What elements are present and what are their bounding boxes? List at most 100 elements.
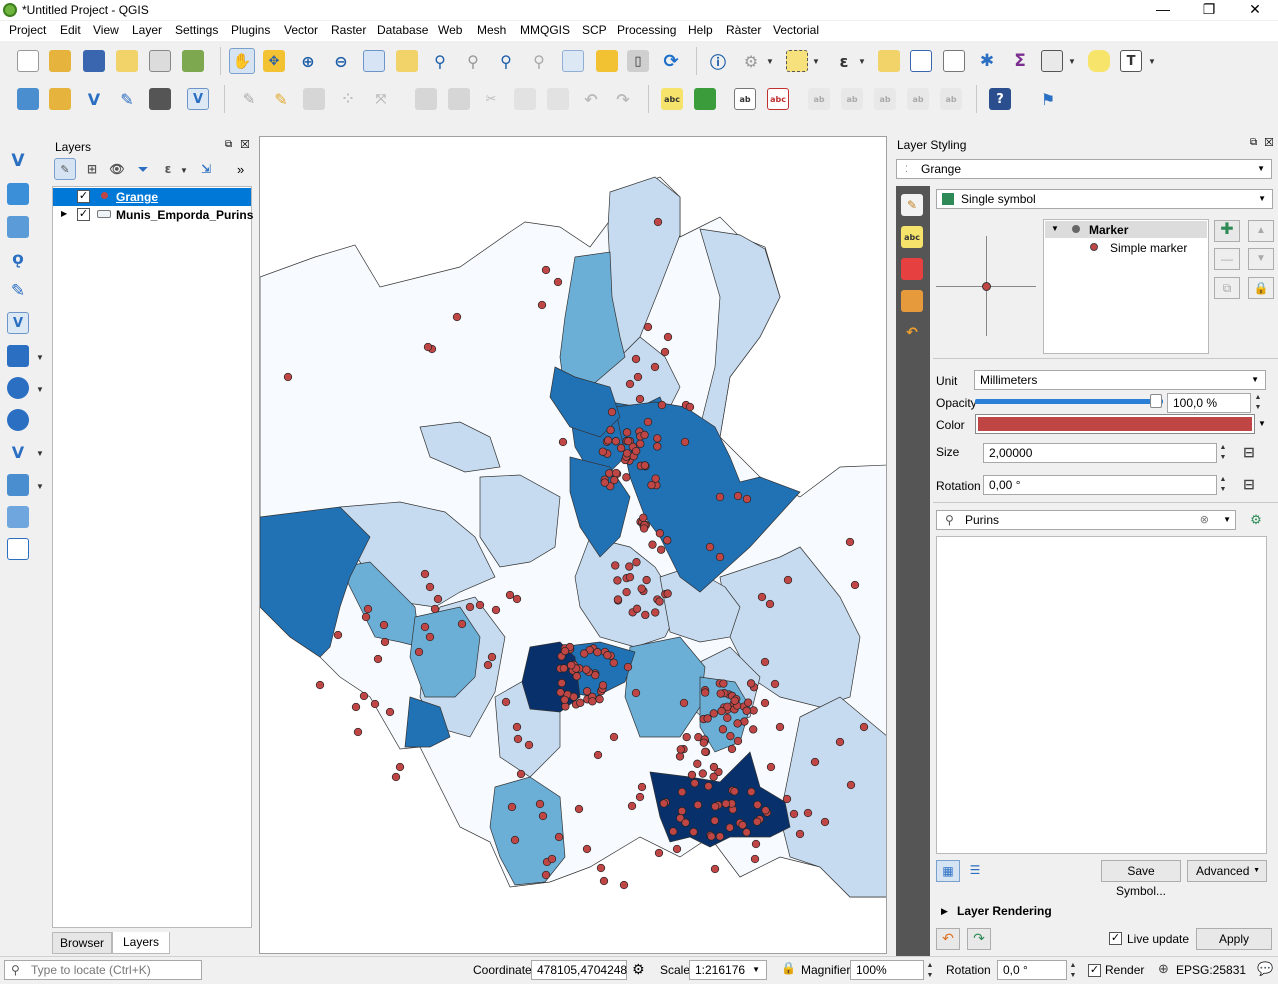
pan-hand-icon[interactable]: ✋	[229, 48, 255, 74]
statistical-summary-table-icon[interactable]	[943, 50, 965, 72]
filter-expression-icon[interactable]: ε	[164, 162, 172, 176]
menu-help[interactable]: Help	[688, 23, 713, 37]
layer-labeling-icon[interactable]: abc	[661, 88, 683, 110]
apply-button[interactable]: Apply	[1196, 928, 1272, 950]
crs-globe-icon[interactable]: ⊕	[1158, 961, 1169, 976]
add-postgis-layer-icon[interactable]	[7, 345, 29, 367]
symbology-brush-icon[interactable]: ✎	[901, 194, 923, 216]
new-bookmark-icon[interactable]	[596, 50, 618, 72]
new-shapefile-layer-icon[interactable]: V	[87, 89, 101, 109]
new-geopackage-layer-icon[interactable]	[49, 88, 71, 110]
virtual-layer-icon[interactable]: V	[187, 88, 209, 110]
zoom-to-layer-icon[interactable]: ⚲	[434, 51, 446, 71]
save-symbol-button[interactable]: Save Symbol...	[1101, 860, 1181, 898]
3d-view-tab-icon[interactable]	[901, 290, 923, 312]
menu-database[interactable]: Database	[377, 23, 429, 37]
menu-layer[interactable]: Layer	[132, 23, 163, 37]
pan-to-selection-icon[interactable]: ✥	[263, 50, 285, 72]
refresh-icon[interactable]: ⟳	[663, 50, 679, 72]
close-button[interactable]: ✕	[1249, 1, 1261, 17]
icon-view-button[interactable]: ▦	[936, 860, 960, 882]
chevron-down-icon[interactable]: ▼	[766, 57, 774, 66]
menu-raster-ca[interactable]: Ràster	[726, 23, 762, 37]
style-manager-icon[interactable]: ⚙	[1250, 512, 1262, 528]
statistical-summary-icon[interactable]: Σ	[1014, 51, 1026, 71]
chevron-down-icon[interactable]: ▼	[812, 57, 820, 66]
add-oracle-layer-icon[interactable]	[7, 474, 29, 496]
menu-edit[interactable]: Edit	[60, 23, 81, 37]
layer-visibility-checkbox[interactable]: ✓	[77, 208, 90, 221]
chevron-down-icon[interactable]: ▼	[1223, 515, 1231, 524]
menu-vectorial[interactable]: Vectorial	[773, 23, 820, 37]
crs-value[interactable]: EPSG:25831	[1176, 963, 1247, 977]
maximize-button[interactable]: ❐	[1202, 1, 1216, 17]
measure-line-icon[interactable]	[1041, 50, 1063, 72]
toggle-extents-icon[interactable]: ⚙	[632, 961, 645, 977]
coordinate-input[interactable]: 478105,4704248	[531, 960, 627, 980]
rotation-spinner[interactable]: ▲ ▼	[1069, 962, 1077, 979]
help-contents-icon[interactable]: ?	[989, 88, 1011, 110]
add-mesh-layer-icon[interactable]	[7, 216, 29, 238]
layer-diagram-icon[interactable]	[694, 88, 716, 110]
messages-icon[interactable]: 💬	[1257, 961, 1274, 976]
zoom-to-selection-icon[interactable]	[396, 50, 418, 72]
choropleth-map[interactable]	[260, 137, 887, 954]
menu-view[interactable]: View	[93, 23, 119, 37]
magnifier-spinner[interactable]: ▲ ▼	[926, 962, 934, 979]
float-panel-icon[interactable]: ⧉	[225, 139, 233, 150]
layer-item-grange[interactable]: ✓ Grange	[53, 188, 251, 206]
scp-plugin-icon[interactable]: ⚑	[1040, 89, 1056, 109]
open-project-icon[interactable]	[49, 50, 71, 72]
magnifier-input[interactable]: 100%	[850, 960, 924, 980]
render-checkbox[interactable]: ✓	[1088, 964, 1101, 977]
zoom-last-icon[interactable]: ⚲	[500, 51, 512, 71]
redo-style-button[interactable]: ↷	[967, 928, 991, 950]
map-rotation-input[interactable]: 0,0 °	[997, 960, 1067, 980]
attribute-table-icon[interactable]	[910, 50, 932, 72]
close-panel-icon[interactable]: ☒	[1264, 137, 1274, 149]
data-defined-override-icon[interactable]: ⊟	[1243, 445, 1255, 461]
menu-raster[interactable]: Raster	[331, 23, 367, 37]
chevron-down-icon[interactable]: ▼	[180, 166, 188, 175]
rotation-input[interactable]: 0,00 °	[983, 475, 1217, 495]
new-project-icon[interactable]	[17, 50, 39, 72]
add-delimited-text-icon[interactable]: ǫ	[12, 249, 24, 269]
minimize-button[interactable]: —	[1156, 1, 1170, 17]
opacity-spinner[interactable]: ▲ ▼	[1254, 394, 1262, 411]
map-canvas[interactable]	[259, 136, 887, 954]
renderer-select[interactable]: Single symbol ▼	[936, 189, 1273, 209]
zoom-in-icon[interactable]: ⊕	[301, 51, 315, 71]
pin-labels-icon[interactable]: ab	[734, 88, 756, 110]
text-annotation-icon[interactable]: T	[1120, 50, 1142, 72]
diagrams-tab-icon[interactable]	[901, 258, 923, 280]
add-wfs-layer-icon[interactable]	[7, 409, 29, 431]
more-tools-icon[interactable]: »	[237, 162, 245, 177]
menu-settings[interactable]: Settings	[175, 23, 219, 37]
layer-visibility-checkbox[interactable]: ✓	[77, 190, 90, 203]
deselect-features-icon[interactable]	[878, 50, 900, 72]
float-panel-icon[interactable]: ⧉	[1250, 137, 1258, 148]
map-tips-icon[interactable]	[1088, 50, 1110, 72]
scale-input[interactable]: 1:216176 ▼	[689, 960, 767, 980]
filter-legend-icon[interactable]: ⏷	[138, 161, 148, 176]
add-symbol-layer-button[interactable]: ✚	[1214, 220, 1240, 242]
style-manager-icon[interactable]	[182, 50, 204, 72]
size-input[interactable]: 2,00000	[983, 443, 1217, 463]
unit-select[interactable]: Millimeters ▼	[974, 370, 1266, 390]
clear-search-icon[interactable]: ⊗	[1199, 514, 1209, 526]
highlight-pinned-labels-icon[interactable]: abc	[767, 88, 789, 110]
tab-layers[interactable]: Layers	[112, 932, 170, 954]
toolbox-gear-icon[interactable]: ✱	[979, 51, 995, 71]
menu-project[interactable]: Project	[9, 23, 47, 37]
labels-tab-icon[interactable]: abc	[901, 226, 923, 248]
list-view-button[interactable]: ☰	[969, 863, 981, 877]
select-by-expression-icon[interactable]: ε	[839, 51, 849, 71]
chevron-down-icon[interactable]: ▼	[36, 385, 44, 394]
create-layer-icon[interactable]	[7, 538, 29, 560]
tree-item-simple-marker[interactable]: Simple marker	[1045, 239, 1207, 256]
chevron-down-icon[interactable]: ▼	[36, 482, 44, 491]
chevron-down-icon[interactable]: ▼	[858, 57, 866, 66]
chevron-down-icon[interactable]: ▼	[36, 353, 44, 362]
select-features-icon[interactable]	[786, 50, 808, 72]
add-virtual-layer-icon[interactable]: V	[7, 312, 29, 334]
